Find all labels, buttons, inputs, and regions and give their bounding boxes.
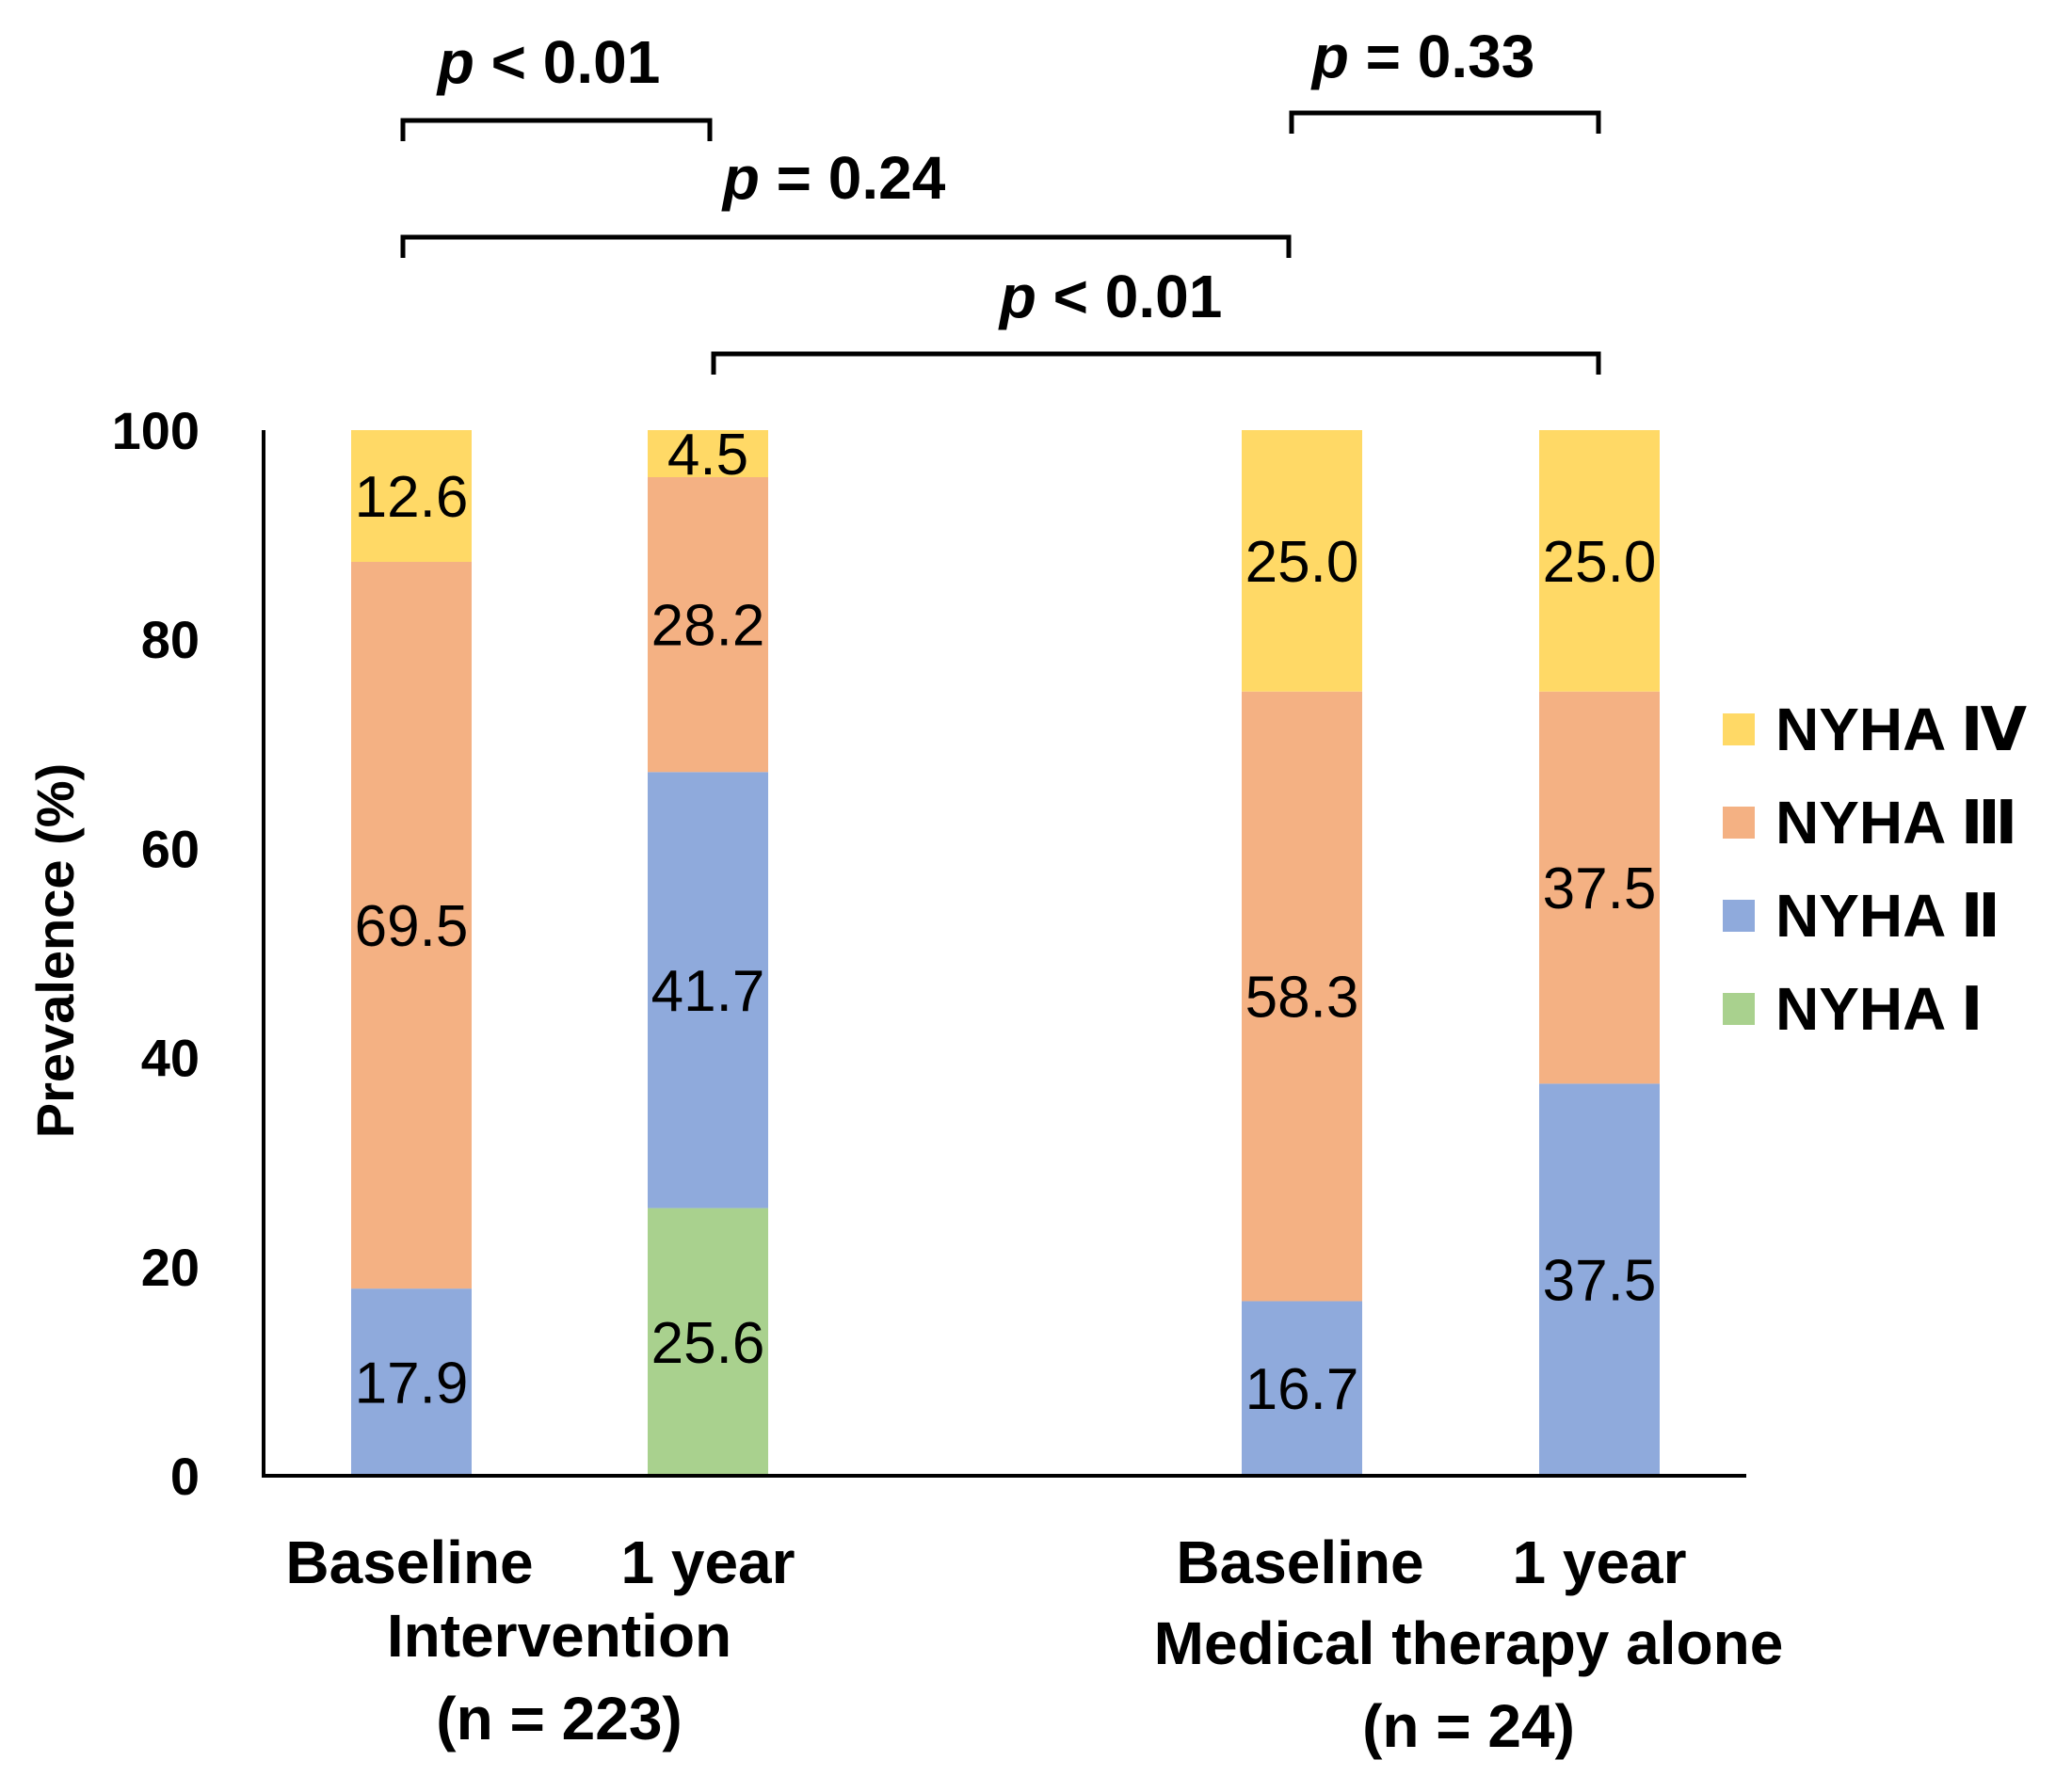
significance-bracket <box>714 354 1598 375</box>
p-symbol: p <box>998 263 1036 330</box>
data-label: 12.6 <box>355 465 469 530</box>
chart-container: 17.9 69.5 12.6 25.6 41.7 28.2 4.5 16.7 58.3 25.0 3… <box>0 0 2072 1787</box>
x-category-label: Baseline <box>1176 1528 1423 1596</box>
data-label: 4.5 <box>667 423 748 488</box>
legend-label: NYHA Ⅲ <box>1775 789 2017 856</box>
p-value-label: p < 0.01 <box>998 263 1223 330</box>
significance-bracket <box>1292 113 1598 134</box>
group-n-label: (n = 223) <box>436 1685 682 1752</box>
group-name-label: Intervention <box>387 1602 731 1670</box>
p-symbol: p <box>721 144 760 212</box>
data-label: 37.5 <box>1543 1249 1657 1314</box>
legend-swatch <box>1723 900 1755 932</box>
p-value-label: p < 0.01 <box>436 28 661 96</box>
data-label: 25.6 <box>651 1311 765 1376</box>
p-value-label: p = 0.24 <box>721 144 946 212</box>
data-label: 28.2 <box>651 594 765 659</box>
x-category-label: 1 year <box>620 1528 795 1596</box>
legend-swatch <box>1723 807 1755 839</box>
y-tick-label: 40 <box>141 1029 200 1088</box>
x-category-label: 1 year <box>1512 1528 1686 1596</box>
legend-label: NYHA Ⅱ <box>1775 882 2000 950</box>
y-tick-label: 20 <box>141 1238 200 1297</box>
p-value-text: < 0.01 <box>474 28 661 96</box>
data-label: 25.0 <box>1245 530 1359 595</box>
y-axis-label: Prevalence (%) <box>25 763 85 1138</box>
p-value-text: < 0.01 <box>1036 263 1223 330</box>
data-label: 16.7 <box>1245 1357 1359 1422</box>
y-tick-label: 60 <box>141 819 200 878</box>
x-category-label: Baseline <box>285 1528 533 1596</box>
p-value-text: = 0.24 <box>760 144 946 212</box>
data-label: 25.0 <box>1543 530 1657 595</box>
significance-bracket <box>403 120 710 141</box>
data-label: 41.7 <box>651 959 765 1024</box>
data-label: 37.5 <box>1543 856 1657 921</box>
legend-label: NYHA Ⅰ <box>1775 975 1984 1043</box>
significance-bracket <box>403 237 1289 258</box>
p-value-label: p = 0.33 <box>1310 23 1535 90</box>
data-label: 69.5 <box>355 894 469 959</box>
group-n-label: (n = 24) <box>1362 1692 1575 1760</box>
y-tick-label: 0 <box>170 1447 200 1506</box>
p-symbol: p <box>436 28 474 96</box>
legend-label: NYHA Ⅳ <box>1775 696 2027 763</box>
group-name-label: Medical therapy alone <box>1154 1609 1784 1677</box>
y-tick-label: 80 <box>141 610 200 669</box>
legend-swatch <box>1723 713 1755 745</box>
p-symbol: p <box>1310 23 1349 90</box>
legend-swatch <box>1723 993 1755 1025</box>
p-value-text: = 0.33 <box>1349 23 1535 90</box>
y-tick-label: 100 <box>112 401 200 460</box>
data-label: 58.3 <box>1245 966 1359 1031</box>
stacked-bar-chart: 17.9 69.5 12.6 25.6 41.7 28.2 4.5 16.7 58.3 25.0 3… <box>0 0 2072 1787</box>
data-label: 17.9 <box>355 1352 469 1416</box>
